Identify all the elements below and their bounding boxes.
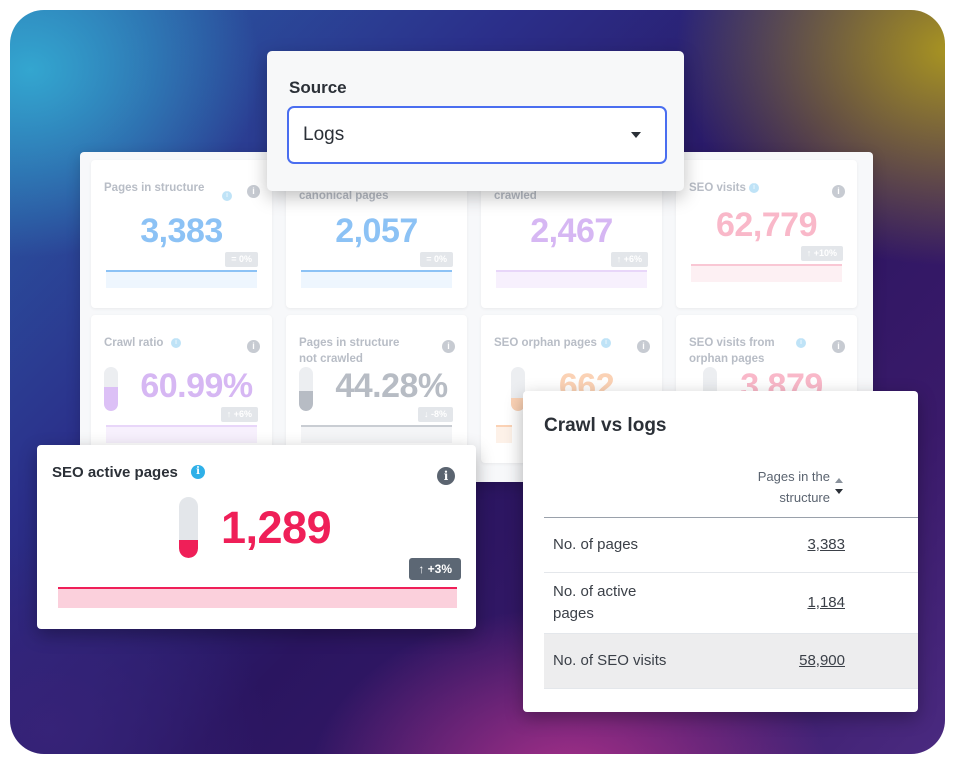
kpi-label: SEO orphan pages (494, 337, 597, 349)
row-value-link[interactable]: 58,900 (799, 652, 845, 669)
info-icon: i (222, 191, 232, 201)
trend-badge: = 0% (420, 252, 453, 267)
trend-badge: ↑ +6% (610, 252, 648, 267)
info-circle-icon[interactable]: i (637, 340, 650, 353)
kpi-value: 60.99% (140, 367, 253, 405)
sparkline (301, 425, 452, 443)
kpi-value: 44.28% (335, 367, 448, 405)
trend-badge: = 0% (225, 252, 258, 267)
trend-badge: ↑ +6% (220, 407, 258, 422)
trend-badge: ↑ +3% (409, 558, 461, 580)
kpi-card-crawl-ratio: Crawl ratio i i 60.99% ↑ +6% (91, 315, 272, 463)
sparkline (691, 264, 842, 282)
seo-active-pages-card: SEO active pages i i 1,289 ↑ +3% (37, 445, 476, 629)
sparkline (58, 587, 457, 608)
table-row: No. of active pages 1,184 (544, 573, 918, 634)
kpi-label: Pages in structure (104, 182, 205, 194)
divider (544, 517, 918, 518)
kpi-label: SEO visits (689, 182, 746, 194)
kpi-value: 2,467 (530, 212, 613, 250)
gauge (179, 497, 198, 558)
kpi-label: Pages in structure not crawled (299, 337, 400, 365)
info-icon: i (796, 338, 806, 348)
sparkline (106, 270, 257, 288)
row-label: No. of active pages (553, 583, 637, 622)
kpi-label: crawled (494, 190, 537, 202)
info-icon[interactable]: i (191, 465, 205, 479)
info-circle-icon[interactable]: i (442, 340, 455, 353)
kpi-card-seo-visits: SEO visits i i 62,779 ↑ +10% (676, 160, 857, 308)
info-circle-icon[interactable]: i (437, 467, 455, 485)
info-icon: i (601, 338, 611, 348)
trend-badge: ↓ -8% (417, 407, 453, 422)
kpi-value: 62,779 (716, 206, 818, 244)
sort-icon[interactable] (834, 476, 844, 496)
source-selected-value: Logs (303, 124, 345, 145)
row-value-link[interactable]: 3,383 (807, 536, 845, 553)
chevron-down-icon[interactable] (631, 132, 641, 138)
column-header[interactable]: Pages in the structure (757, 469, 830, 505)
sparkline (106, 425, 257, 443)
card-title: SEO active pages (52, 464, 178, 481)
info-icon: i (171, 338, 181, 348)
info-circle-icon[interactable]: i (247, 185, 260, 198)
sparkline (496, 425, 512, 443)
kpi-card-not-crawled: Pages in structure not crawled i 44.28% … (286, 315, 467, 463)
gauge (511, 367, 525, 411)
source-filter-panel: Source Logs (267, 51, 684, 191)
trend-badge: ↑ +10% (800, 246, 843, 261)
info-circle-icon[interactable]: i (247, 340, 260, 353)
kpi-card-pages-in-structure: Pages in structure i i 3,383 = 0% (91, 160, 272, 308)
source-label: Source (289, 78, 347, 97)
crawl-vs-logs-card: Crawl vs logs Pages in the structure No.… (523, 391, 918, 712)
info-circle-icon[interactable]: i (832, 340, 845, 353)
row-value-link[interactable]: 1,184 (807, 594, 845, 611)
table-row: No. of pages 3,383 (544, 518, 918, 573)
kpi-label: SEO visits from orphan pages (689, 337, 775, 365)
info-icon: i (749, 183, 759, 193)
kpi-label: Crawl ratio (104, 337, 164, 349)
source-select[interactable]: Logs (287, 106, 667, 164)
kpi-value: 3,383 (140, 212, 223, 250)
gauge (299, 367, 313, 411)
row-label: No. of SEO visits (553, 652, 667, 669)
table-row: No. of SEO visits 58,900 (544, 634, 918, 689)
card-title: Crawl vs logs (544, 415, 667, 436)
kpi-value: 1,289 (221, 502, 332, 553)
kpi-value: 2,057 (335, 212, 418, 250)
gauge (104, 367, 118, 411)
row-label: No. of pages (553, 536, 639, 553)
sparkline (301, 270, 452, 288)
kpi-label: canonical pages (299, 190, 389, 202)
info-circle-icon[interactable]: i (832, 185, 845, 198)
sparkline (496, 270, 647, 288)
